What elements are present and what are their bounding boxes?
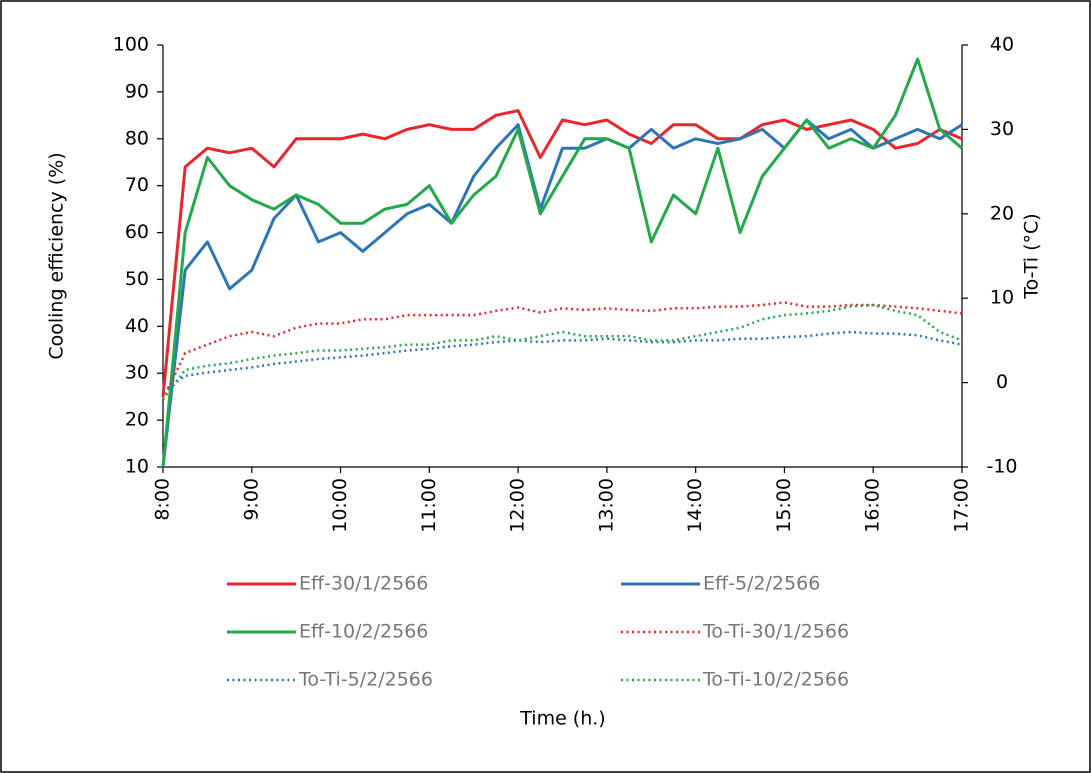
series-line: [163, 111, 962, 397]
x-tick-label: 12:00: [507, 478, 529, 533]
y-tick-label: 90: [125, 80, 149, 102]
legend-label: To-Ti-30/1/2566: [702, 621, 849, 643]
y2-tick-label: 10: [990, 287, 1014, 309]
series-line: [163, 305, 962, 400]
x-tick-label: 10:00: [329, 478, 351, 533]
y-tick-label: 70: [125, 174, 149, 196]
series-line: [163, 332, 962, 391]
y2-tick-label: 20: [990, 202, 1014, 224]
legend-label: Eff-30/1/2566: [299, 573, 428, 595]
y2-tick-label: 30: [990, 118, 1014, 140]
legend-label: To-Ti-10/2/2566: [702, 669, 849, 691]
y-tick-label: 100: [113, 34, 149, 56]
legend: Eff-30/1/2566 Eff-5/2/2566 Eff-10/2/2566 To…: [227, 573, 849, 691]
y-tick-label: 40: [125, 315, 149, 337]
x-tick-label: 13:00: [595, 478, 617, 533]
series-line: [163, 302, 962, 399]
y2-axis-title: To-Ti (°C): [1021, 213, 1043, 299]
y2-tick-label: 40: [990, 34, 1014, 56]
x-tick-label: 9:00: [240, 478, 262, 521]
y2-tick-label: 0: [996, 371, 1008, 393]
x-tick-label: 16:00: [862, 478, 884, 533]
legend-label: Eff-5/2/2566: [703, 573, 820, 595]
y-tick-label: 60: [125, 221, 149, 243]
legend-label: To-Ti-5/2/2566: [298, 669, 433, 691]
x-tick-label: 14:00: [684, 478, 706, 533]
y-tick-label: 20: [125, 409, 149, 431]
x-tick-label: 17:00: [951, 478, 973, 533]
x-tick-label: 11:00: [418, 478, 440, 533]
y-tick-label: 80: [125, 127, 149, 149]
series-line: [163, 120, 962, 467]
y-tick-label: 50: [125, 268, 149, 290]
y-tick-label: 10: [125, 456, 149, 478]
chart: Cooling efficiency (%) To-Ti (°C) Time (…: [0, 0, 1091, 773]
y-tick-label: 30: [125, 362, 149, 384]
legend-label: Eff-10/2/2566: [299, 621, 428, 643]
x-axis-title: Time (h.): [519, 708, 605, 730]
x-tick-label: 15:00: [773, 478, 795, 533]
y2-tick-label: -10: [986, 456, 1017, 478]
x-tick-label: 8:00: [152, 478, 174, 521]
y-axis-title: Cooling efficiency (%): [46, 152, 68, 359]
